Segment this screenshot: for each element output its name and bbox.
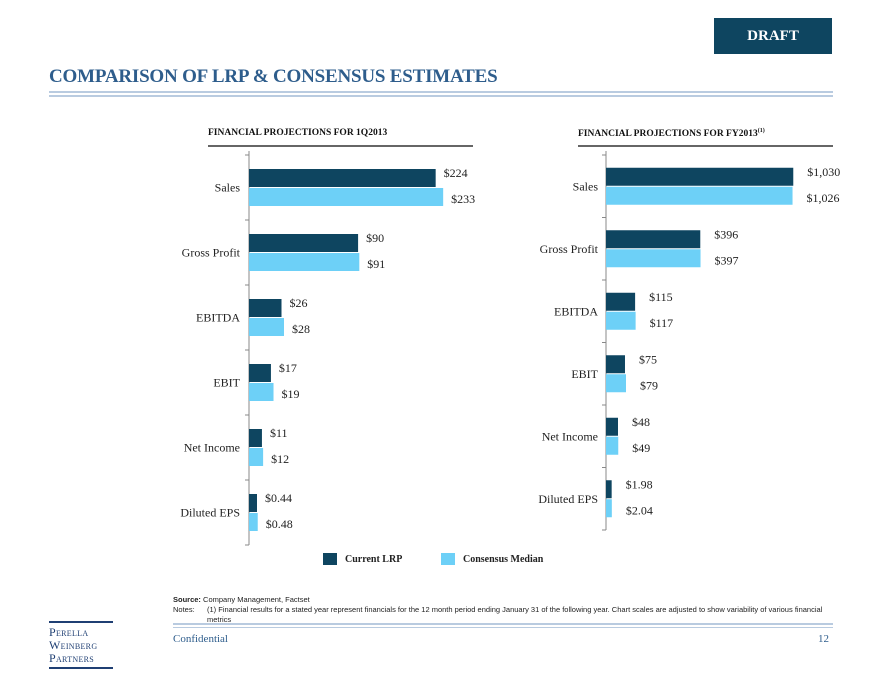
bar-consensus-median <box>249 383 274 401</box>
bar-consensus-median <box>606 186 793 205</box>
bar-consensus-median <box>606 249 701 268</box>
bar-consensus-median <box>606 311 636 330</box>
page-title: COMPARISON OF LRP & CONSENSUS ESTIMATES <box>49 66 498 87</box>
category-label: Gross Profit <box>540 242 599 256</box>
category-label: Gross Profit <box>182 246 241 260</box>
chart-title-text: FINANCIAL PROJECTIONS FOR FY2013 <box>578 129 758 140</box>
bar-current-lrp <box>249 299 282 317</box>
data-label: $26 <box>290 296 308 310</box>
data-label: $1.98 <box>626 477 653 491</box>
data-label: $79 <box>640 378 658 392</box>
bar-current-lrp <box>249 494 257 512</box>
bar-current-lrp <box>606 167 794 186</box>
confidential-label: Confidential <box>173 633 228 645</box>
legend-item-current-lrp: Current LRP <box>323 553 402 565</box>
data-label: $90 <box>366 231 384 245</box>
bar-consensus-median <box>606 499 612 518</box>
legend-item-consensus-median: Consensus Median <box>441 553 543 565</box>
bar-current-lrp <box>606 355 625 374</box>
category-label: Sales <box>215 181 241 195</box>
bar-current-lrp <box>249 169 436 187</box>
legend-label: Consensus Median <box>463 553 544 565</box>
data-label: $397 <box>715 253 739 267</box>
data-label: $28 <box>292 322 310 336</box>
footer-divider <box>173 627 833 628</box>
bar-current-lrp <box>606 480 612 499</box>
data-label: $48 <box>632 415 650 429</box>
category-label: EBITDA <box>196 311 240 325</box>
category-label: EBIT <box>571 367 598 381</box>
title-divider <box>49 91 833 93</box>
category-label: Net Income <box>184 441 240 455</box>
footer-divider <box>173 623 833 625</box>
data-label: $91 <box>367 257 385 271</box>
category-label: Net Income <box>542 429 598 443</box>
bar-current-lrp <box>606 230 701 249</box>
category-label: EBIT <box>213 376 240 390</box>
chart-title-rule <box>208 145 473 147</box>
bar-current-lrp <box>249 234 359 252</box>
title-divider <box>49 95 833 97</box>
source-text: Company Management, Factset <box>203 595 310 604</box>
chart-title-1q2013: FINANCIAL PROJECTIONS FOR 1Q2013 <box>208 128 387 138</box>
bar-consensus-median <box>249 513 258 531</box>
bar-consensus-median <box>249 253 360 271</box>
company-logo: Perella Weinberg Partners <box>49 621 113 669</box>
draft-badge: DRAFT <box>714 18 832 54</box>
category-label: Diluted EPS <box>180 506 240 520</box>
data-label: $11 <box>270 426 288 440</box>
bar-consensus-median <box>249 188 444 206</box>
bar-consensus-median <box>606 374 626 393</box>
category-label: Diluted EPS <box>538 492 598 506</box>
bar-current-lrp <box>606 417 618 436</box>
logo-line: Weinberg <box>49 638 98 652</box>
page-number: 12 <box>818 633 829 645</box>
data-label: $0.48 <box>266 517 293 531</box>
bar-consensus-median <box>249 448 264 466</box>
footnote-marker: (1) <box>757 128 765 134</box>
data-label: $233 <box>451 192 475 206</box>
data-label: $12 <box>271 452 289 466</box>
chart-title-fy2013: FINANCIAL PROJECTIONS FOR FY2013(1) <box>578 128 765 139</box>
data-label: $115 <box>649 290 673 304</box>
notes-text: (1) Financial results for a stated year … <box>207 605 823 624</box>
data-label: $17 <box>279 361 297 375</box>
logo-line: Partners <box>49 651 95 665</box>
chart-title-text: FINANCIAL PROJECTIONS FOR 1Q2013 <box>208 128 388 138</box>
data-label: $75 <box>639 352 657 366</box>
category-label: Sales <box>573 179 599 193</box>
data-label: $224 <box>444 166 468 180</box>
data-label: $19 <box>282 387 300 401</box>
data-label: $396 <box>714 227 738 241</box>
legend-label: Current LRP <box>345 553 403 565</box>
logo-line: Perella <box>49 625 89 639</box>
data-label: $2.04 <box>626 503 653 517</box>
legend-swatch <box>441 553 455 565</box>
data-label: $1,030 <box>807 165 840 179</box>
bar-current-lrp <box>249 364 271 382</box>
notes-label: Notes: <box>173 605 195 614</box>
data-label: $117 <box>650 316 674 330</box>
legend-swatch <box>323 553 337 565</box>
data-label: $1,026 <box>807 191 840 205</box>
data-label: $0.44 <box>265 491 292 505</box>
bar-consensus-median <box>249 318 284 336</box>
footnotes: Source: Company Management, Factset Note… <box>173 595 833 625</box>
category-label: EBITDA <box>554 304 598 318</box>
bar-current-lrp <box>249 429 262 447</box>
bar-current-lrp <box>606 292 636 311</box>
data-label: $49 <box>632 441 650 455</box>
source-label: Source: <box>173 595 201 604</box>
chart-title-rule <box>578 145 833 147</box>
bar-consensus-median <box>606 436 619 455</box>
